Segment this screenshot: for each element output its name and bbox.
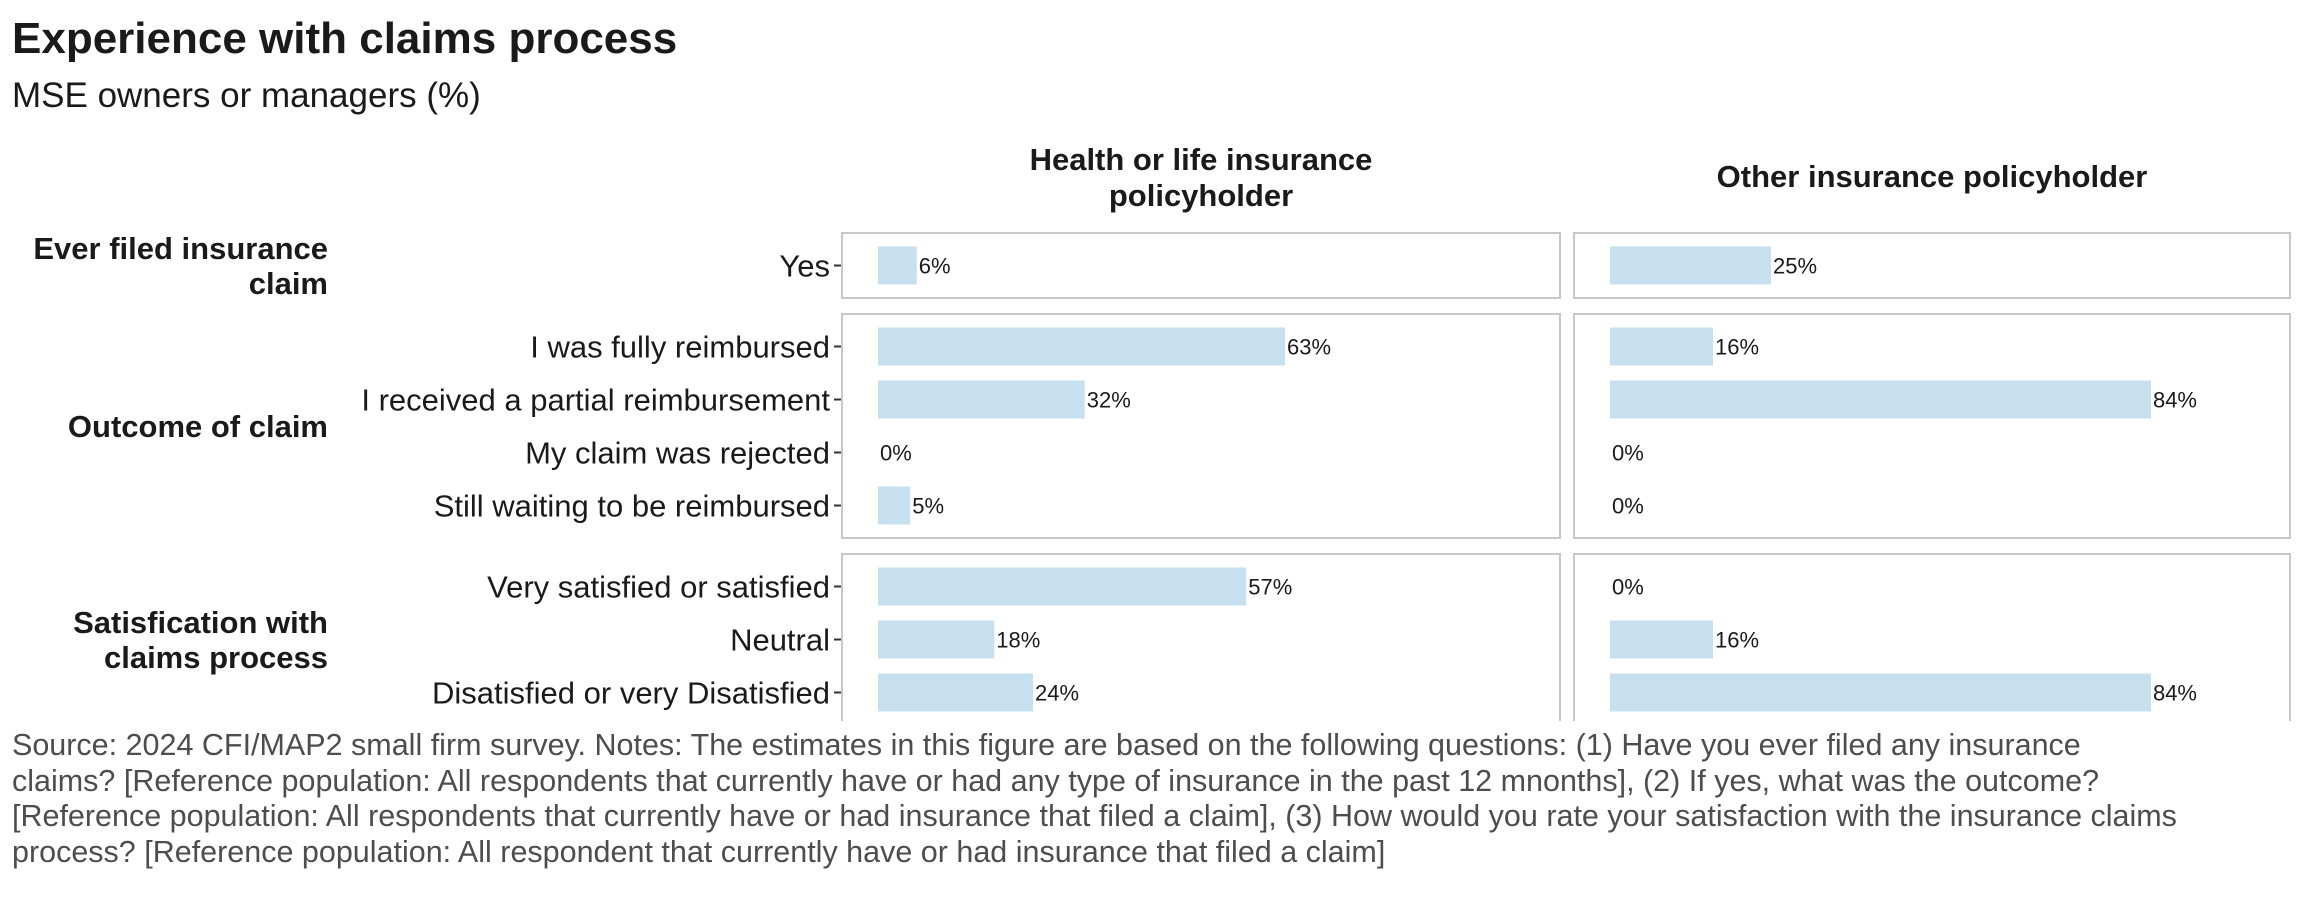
column-strip-label: Other insurance policyholder: [1717, 159, 2148, 194]
bar: [878, 620, 995, 659]
bar-value-label: 25%: [1773, 254, 1817, 279]
bar: [878, 380, 1085, 419]
bar-value-label: 16%: [1715, 628, 1759, 653]
bar-value-label: 16%: [1715, 335, 1759, 360]
bar: [878, 327, 1285, 366]
bar-value-label: 6%: [919, 254, 951, 279]
row-strip-label: claims process: [104, 640, 328, 675]
bar-value-label: 5%: [912, 494, 944, 519]
category-label: I received a partial reimbursement: [361, 383, 830, 418]
source-note: Source: 2024 CFI/MAP2 small firm survey.…: [12, 728, 2177, 869]
bar: [878, 673, 1034, 712]
bar: [1610, 327, 1714, 366]
bar-value-label: 84%: [2153, 681, 2197, 706]
bar-value-label: 63%: [1287, 335, 1331, 360]
row-strip-label: Ever filed insurance: [33, 231, 328, 266]
category-label: Yes: [779, 249, 830, 284]
bar: [878, 246, 917, 285]
category-label: Disatisfied or very Disatisfied: [432, 676, 830, 711]
bar-value-label: 0%: [1612, 575, 1644, 600]
row-strip-label: Satisfication with: [73, 605, 328, 640]
category-label: Neutral: [730, 623, 830, 658]
category-label: Very satisfied or satisfied: [487, 570, 830, 605]
column-strip-label: Health or life insurance: [1030, 142, 1373, 177]
row-strip-label: claim: [249, 266, 328, 301]
bar: [1610, 673, 2151, 712]
category-label: My claim was rejected: [525, 436, 830, 471]
bar-value-label: 24%: [1035, 681, 1079, 706]
bar: [878, 567, 1247, 606]
category-label: I was fully reimbursed: [530, 330, 830, 365]
category-label: Still waiting to be reimbursed: [434, 489, 830, 524]
bar-value-label: 0%: [880, 441, 912, 466]
row-strip-label: Outcome of claim: [68, 409, 328, 444]
bar-value-label: 0%: [1612, 441, 1644, 466]
chart-subtitle: MSE owners or managers (%): [12, 76, 481, 115]
column-strip-label: policyholder: [1109, 178, 1293, 213]
bar-value-label: 84%: [2153, 388, 2197, 413]
bar-value-label: 0%: [1612, 494, 1644, 519]
bar-value-label: 57%: [1248, 575, 1292, 600]
bar: [1610, 380, 2151, 419]
bar: [1610, 620, 1714, 659]
bar: [878, 486, 911, 525]
bar: [1610, 246, 1771, 285]
bar-value-label: 32%: [1087, 388, 1131, 413]
chart-title: Experience with claims process: [12, 14, 678, 63]
bar-value-label: 18%: [996, 628, 1040, 653]
facet-panel: [841, 232, 1561, 299]
